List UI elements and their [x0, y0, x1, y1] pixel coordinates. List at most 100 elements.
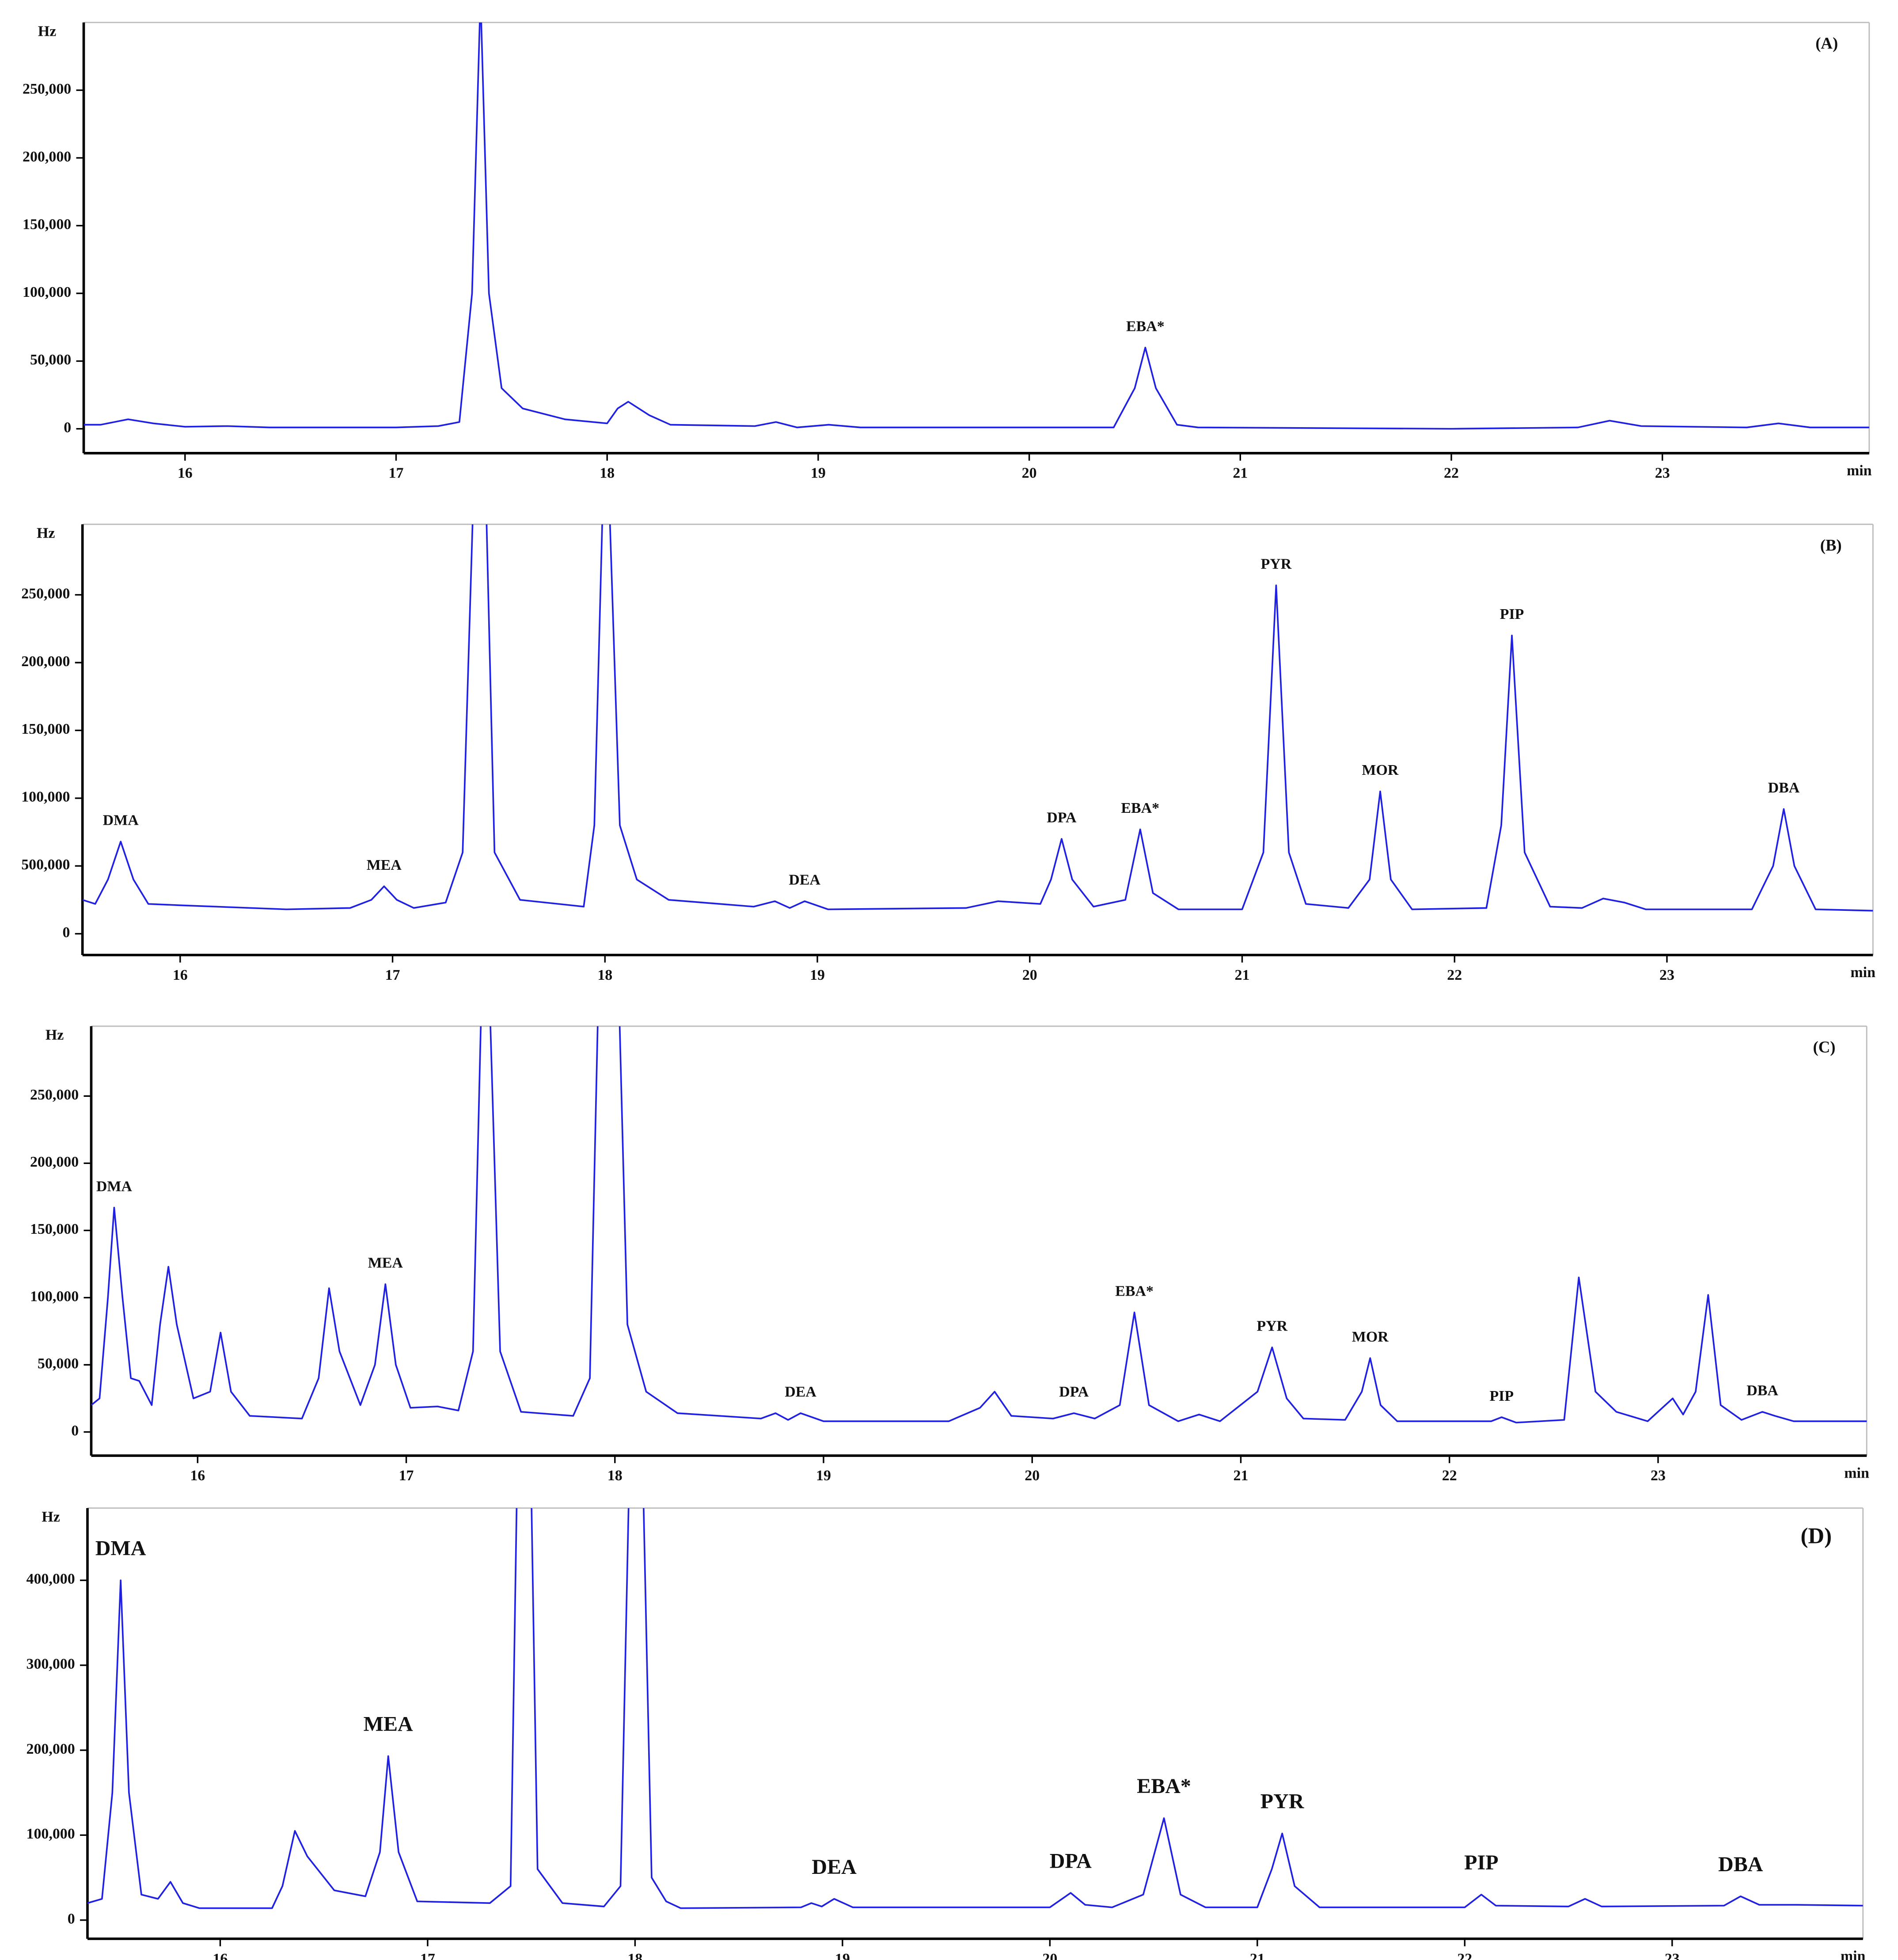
- peak-label: MEA: [364, 1713, 413, 1736]
- peak-label: DEA: [812, 1855, 857, 1879]
- peak-label: EBA*: [1137, 1774, 1191, 1798]
- y-tick-label: 300,000: [27, 1656, 75, 1672]
- x-tick-label: 18: [600, 465, 615, 481]
- x-tick-label: 17: [399, 1467, 414, 1484]
- x-axis-label: min: [1847, 463, 1872, 479]
- x-tick-label: 17: [420, 1951, 435, 1960]
- y-tick-label: 150,000: [23, 216, 71, 233]
- peak-label: DBA: [1746, 1383, 1778, 1399]
- peak-label: MEA: [367, 857, 402, 873]
- peak-label: EBA*: [1121, 800, 1159, 816]
- y-tick-label: 200,000: [21, 653, 70, 670]
- x-tick-label: 18: [597, 967, 612, 983]
- peak-label: MOR: [1352, 1329, 1389, 1345]
- x-tick-label: 16: [190, 1467, 205, 1484]
- peak-label: MEA: [368, 1255, 403, 1271]
- y-tick-label: 400,000: [27, 1571, 75, 1587]
- y-tick-label: 50,000: [38, 1355, 79, 1372]
- peak-label: EBA*: [1126, 318, 1165, 334]
- x-tick-label: 19: [810, 967, 825, 983]
- peak-label: EBA*: [1115, 1283, 1154, 1300]
- peak-label: DMA: [103, 812, 139, 829]
- x-tick-label: 19: [811, 465, 826, 481]
- y-tick-label: 0: [68, 1911, 75, 1927]
- peak-label: PIP: [1464, 1851, 1498, 1874]
- x-tick-label: 23: [1665, 1951, 1680, 1960]
- x-tick-label: 17: [389, 465, 404, 481]
- y-tick-label: 250,000: [30, 1087, 79, 1103]
- x-tick-label: 20: [1025, 1467, 1040, 1484]
- x-tick-label: 18: [607, 1467, 623, 1484]
- x-tick-label: 16: [213, 1951, 228, 1960]
- y-tick-label: 150,000: [21, 721, 70, 737]
- y-tick-label: 150,000: [30, 1221, 79, 1237]
- chromatogram-line: [91, 1026, 1867, 1424]
- chromatogram-line: [87, 1508, 1863, 1909]
- peak-label: DBA: [1718, 1853, 1763, 1876]
- x-tick-label: 19: [835, 1951, 850, 1960]
- peak-label: DPA: [1050, 1849, 1092, 1873]
- peak-label: DEA: [785, 1384, 816, 1400]
- chromatogram-line: [82, 524, 1873, 912]
- peak-label: PYR: [1261, 556, 1292, 572]
- peak-label: DPA: [1059, 1384, 1089, 1400]
- y-tick-label: 250,000: [21, 585, 70, 602]
- peak-label: DMA: [95, 1537, 146, 1560]
- y-axis-label: Hz: [46, 1027, 64, 1043]
- x-axis-label: min: [1841, 1948, 1866, 1960]
- x-tick-label: 20: [1022, 967, 1037, 983]
- x-tick-label: 23: [1651, 1467, 1666, 1484]
- chromatogram-line: [84, 22, 1869, 430]
- x-tick-label: 21: [1250, 1951, 1265, 1960]
- y-axis-label: Hz: [38, 23, 56, 39]
- x-tick-label: 18: [627, 1951, 642, 1960]
- x-tick-label: 20: [1042, 1951, 1057, 1960]
- peak-label: PIP: [1489, 1388, 1514, 1404]
- x-tick-label: 22: [1442, 1467, 1457, 1484]
- peak-label: DBA: [1768, 780, 1800, 796]
- peak-label: MOR: [1362, 762, 1399, 778]
- y-tick-label: 100,000: [27, 1826, 75, 1842]
- peak-label: PIP: [1500, 606, 1524, 622]
- x-axis-label: min: [1850, 964, 1875, 981]
- x-tick-label: 23: [1659, 967, 1674, 983]
- panel-title: (A): [1815, 34, 1838, 52]
- y-tick-label: 50,000: [30, 352, 71, 368]
- y-tick-label: 200,000: [30, 1154, 79, 1170]
- y-tick-label: 500,000: [21, 857, 70, 873]
- x-tick-label: 21: [1234, 1467, 1249, 1484]
- y-tick-label: 250,000: [23, 81, 71, 97]
- x-tick-label: 17: [385, 967, 400, 983]
- x-tick-label: 21: [1235, 967, 1250, 983]
- x-tick-label: 19: [816, 1467, 831, 1484]
- y-tick-label: 0: [64, 419, 71, 436]
- y-tick-label: 100,000: [21, 789, 70, 805]
- x-tick-label: 23: [1655, 465, 1670, 481]
- y-tick-label: 200,000: [27, 1741, 75, 1757]
- panel-title: (B): [1820, 536, 1842, 554]
- peak-label: PYR: [1260, 1790, 1305, 1813]
- panel-title: (C): [1813, 1038, 1836, 1056]
- x-tick-label: 22: [1447, 967, 1462, 983]
- y-axis-label: Hz: [37, 525, 55, 541]
- x-axis-label: min: [1844, 1465, 1869, 1481]
- x-tick-label: 20: [1022, 465, 1037, 481]
- y-tick-label: 200,000: [23, 148, 71, 165]
- x-tick-label: 21: [1233, 465, 1248, 481]
- x-tick-label: 16: [178, 465, 193, 481]
- y-tick-label: 100,000: [23, 284, 71, 300]
- x-tick-label: 22: [1444, 465, 1459, 481]
- peak-label: DEA: [789, 872, 820, 888]
- y-tick-label: 0: [62, 925, 70, 941]
- y-tick-label: 100,000: [30, 1288, 79, 1304]
- x-tick-label: 16: [173, 967, 188, 983]
- panel-title: (D): [1800, 1524, 1832, 1548]
- peak-label: PYR: [1256, 1318, 1287, 1334]
- peak-label: DPA: [1047, 810, 1077, 826]
- x-tick-label: 22: [1457, 1951, 1472, 1960]
- y-axis-label: Hz: [42, 1509, 60, 1525]
- y-tick-label: 0: [71, 1422, 79, 1439]
- peak-label: DMA: [96, 1178, 132, 1194]
